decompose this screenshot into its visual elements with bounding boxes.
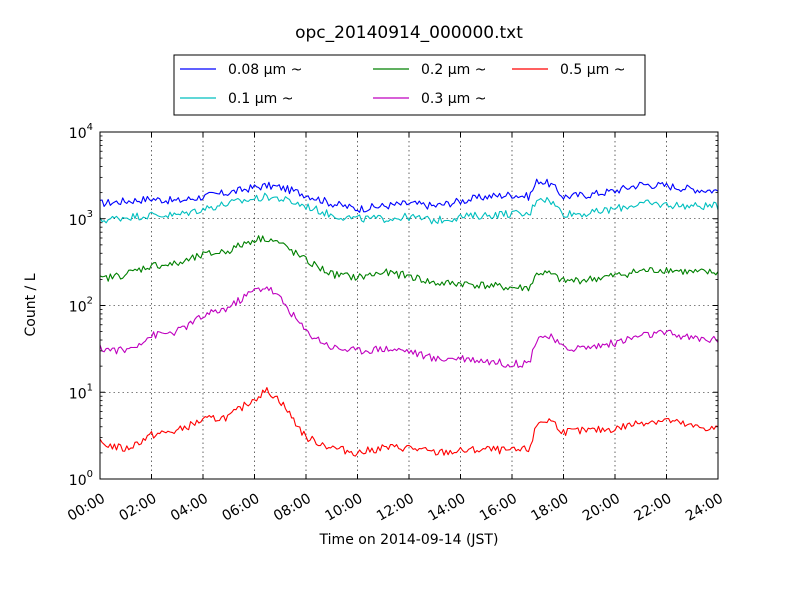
- y-tick-label: 101: [69, 382, 93, 402]
- legend-label: 0.1 μm ~: [228, 91, 293, 107]
- series-line-2: [99, 235, 719, 292]
- x-axis-label: Time on 2014-09-14 (JST): [319, 532, 499, 548]
- ticks: [99, 131, 719, 480]
- series-line-0: [99, 178, 719, 213]
- y-tick-exponent: 2: [87, 296, 93, 307]
- y-tick-label: 100: [69, 469, 93, 489]
- grid: [100, 132, 718, 479]
- y-tick-label: 104: [69, 122, 93, 142]
- series-line-3: [99, 286, 719, 368]
- y-axis-label: Count / L: [23, 273, 39, 336]
- legend-label: 0.2 μm ~: [421, 62, 486, 78]
- legend-label: 0.5 μm ~: [560, 62, 625, 78]
- legend: 0.08 μm ~ 0.1 μm ~ 0.2 μm ~ 0.3 μm ~ 0.5 μm …: [173, 54, 646, 116]
- y-tick-label: 103: [69, 209, 93, 229]
- legend-frame: [173, 54, 646, 116]
- series-layer: [99, 178, 719, 457]
- chart-title: opc_20140914_000000.txt: [295, 23, 523, 43]
- y-tick-base: 10: [69, 386, 87, 402]
- legend-label: 0.08 μm ~: [228, 62, 302, 78]
- y-tick-exponent: 4: [87, 122, 93, 133]
- y-tick-exponent: 3: [87, 209, 93, 220]
- y-tick-exponent: 0: [87, 469, 93, 480]
- series-line-4: [99, 387, 719, 457]
- y-tick-base: 10: [69, 126, 87, 142]
- legend-label: 0.3 μm ~: [421, 91, 486, 107]
- y-tick-exponent: 1: [87, 382, 93, 393]
- y-tick-base: 10: [69, 473, 87, 489]
- y-tick-base: 10: [69, 213, 87, 229]
- y-tick-base: 10: [69, 300, 87, 316]
- y-tick-label: 102: [69, 296, 93, 316]
- series-line-1: [99, 192, 719, 225]
